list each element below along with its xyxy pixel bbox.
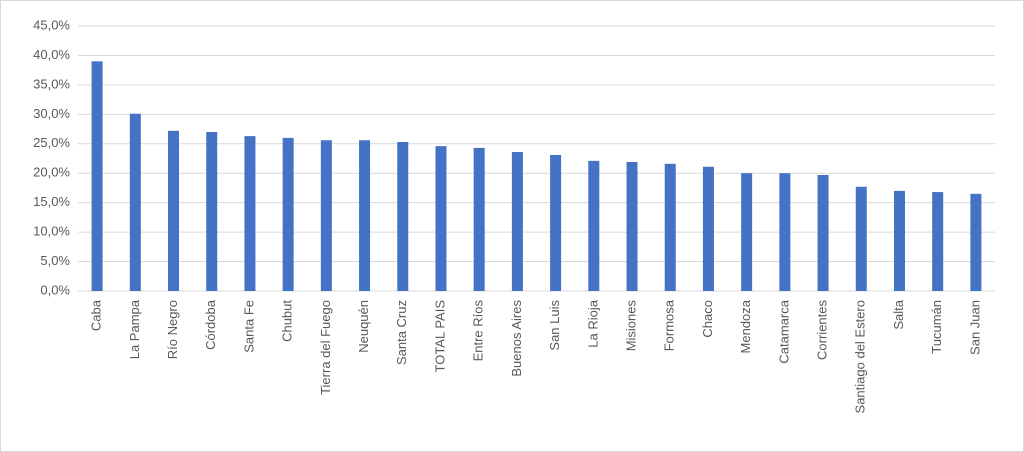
bar: [244, 136, 256, 291]
bar: [435, 146, 447, 291]
bar: [206, 132, 218, 291]
x-tick-label: Catamarca: [776, 299, 791, 363]
y-tick-label: 15,0%: [33, 194, 70, 209]
x-tick-label: Neuquén: [356, 300, 371, 353]
x-tick-label: Corrientes: [815, 300, 830, 360]
bar: [588, 160, 600, 291]
y-tick-label: 5,0%: [40, 253, 70, 268]
y-tick-label: 45,0%: [33, 17, 70, 32]
bar: [359, 140, 371, 291]
x-tick-label: Córdoba: [203, 299, 218, 350]
x-tick-label: Salta: [891, 299, 906, 329]
bar: [129, 113, 141, 291]
bar: [320, 140, 332, 291]
x-tick-label: La Rioja: [585, 299, 600, 347]
x-tick-label: Santa Cruz: [394, 300, 409, 365]
x-tick-label: Santa Fe: [241, 300, 256, 353]
y-tick-label: 10,0%: [33, 224, 70, 239]
x-tick-label: La Pampa: [127, 299, 142, 359]
bar: [855, 186, 867, 291]
x-tick-label: TOTAL PAIS: [432, 300, 447, 373]
y-tick-label: 35,0%: [33, 76, 70, 91]
x-tick-label: San Juan: [967, 300, 982, 355]
x-tick-label: San Luis: [547, 300, 562, 351]
x-tick-label: Caba: [89, 299, 104, 331]
bar: [893, 190, 905, 291]
bar: [91, 61, 103, 292]
x-tick-label: Tucumán: [929, 300, 944, 354]
y-tick-label: 25,0%: [33, 135, 70, 150]
y-tick-label: 20,0%: [33, 165, 70, 180]
bar: [779, 173, 791, 291]
x-tick-label: Chaco: [700, 300, 715, 338]
x-tick-label: Formosa: [662, 299, 677, 351]
bar: [397, 142, 409, 291]
x-tick-label: Misiones: [623, 300, 638, 352]
x-tick-label: Mendoza: [738, 299, 753, 353]
y-tick-label: 30,0%: [33, 106, 70, 121]
x-tick-label: Chubut: [280, 300, 295, 342]
y-tick-label: 0,0%: [40, 282, 70, 297]
x-tick-label: Buenos Aires: [509, 300, 524, 377]
bar: [817, 174, 829, 291]
x-tick-label: Entre Ríos: [471, 300, 486, 362]
bar: [168, 130, 180, 291]
bar: [970, 193, 982, 291]
bar: [741, 173, 753, 291]
bar: [664, 163, 676, 291]
bar: [702, 166, 714, 291]
x-tick-label: Santiago del Estero: [853, 300, 868, 413]
bar: [932, 192, 944, 291]
bar: [473, 147, 485, 291]
x-tick-label: Río Negro: [165, 300, 180, 359]
bar: [282, 137, 294, 291]
y-tick-label: 40,0%: [33, 47, 70, 62]
bar: [550, 154, 562, 291]
bar: [626, 162, 638, 291]
bar: [511, 152, 523, 291]
x-tick-label: Tierra del Fuego: [318, 300, 333, 395]
